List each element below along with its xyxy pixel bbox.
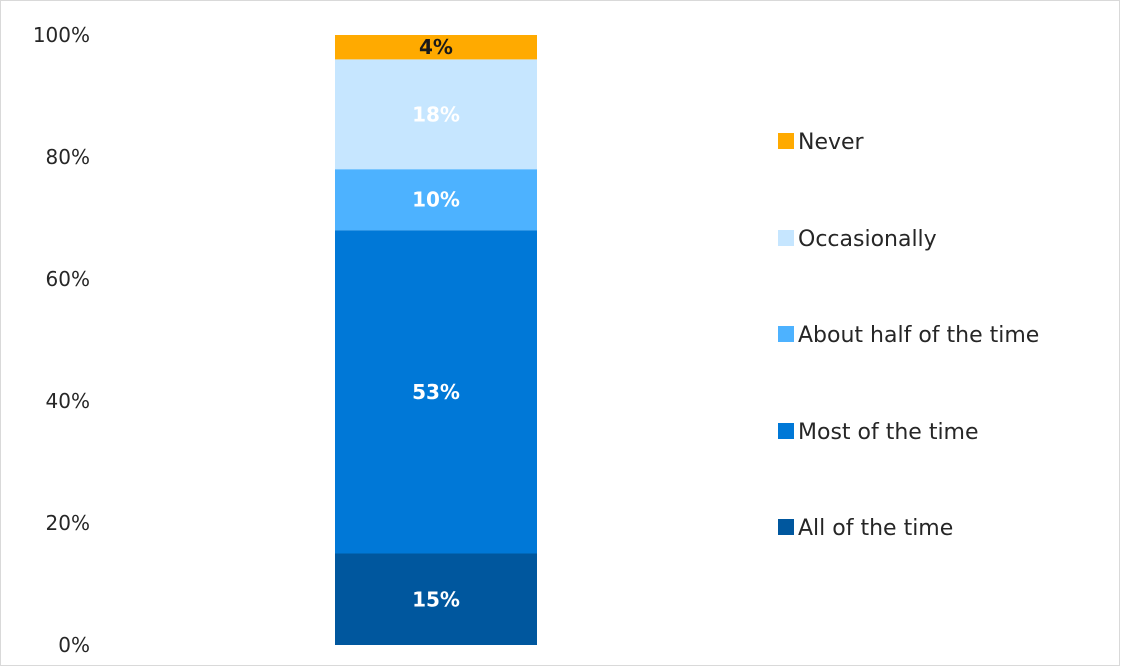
legend-item: Occasionally bbox=[778, 227, 937, 252]
legend: Never Occasionally About half of the time M… bbox=[778, 130, 1039, 541]
legend-label: All of the time bbox=[798, 516, 953, 541]
legend-swatch bbox=[778, 326, 794, 342]
legend-item: About half of the time bbox=[778, 323, 1039, 348]
legend-label: Never bbox=[798, 130, 865, 155]
data-label: 15% bbox=[412, 587, 460, 611]
legend-swatch bbox=[778, 133, 794, 149]
legend-swatch bbox=[778, 519, 794, 535]
legend-item: All of the time bbox=[778, 516, 953, 541]
legend-label: Occasionally bbox=[798, 227, 937, 252]
data-label: 10% bbox=[412, 188, 460, 212]
legend-item: Never bbox=[778, 130, 865, 155]
legend-label: Most of the time bbox=[798, 420, 979, 445]
y-tick-label: 0% bbox=[58, 633, 90, 657]
y-tick-label: 60% bbox=[46, 267, 90, 291]
legend-swatch bbox=[778, 423, 794, 439]
legend-swatch bbox=[778, 230, 794, 246]
y-tick-label: 80% bbox=[46, 145, 90, 169]
bar-stack bbox=[335, 35, 537, 645]
y-tick-label: 100% bbox=[33, 23, 90, 47]
y-tick-label: 20% bbox=[46, 511, 90, 535]
legend-item: Most of the time bbox=[778, 420, 979, 445]
y-axis: 0% 20% 40% 60% 80% 100% bbox=[33, 23, 90, 657]
y-tick-label: 40% bbox=[46, 389, 90, 413]
data-label: 18% bbox=[412, 102, 460, 126]
data-label: 4% bbox=[419, 35, 453, 59]
data-label: 53% bbox=[412, 380, 460, 404]
legend-label: About half of the time bbox=[798, 323, 1039, 348]
